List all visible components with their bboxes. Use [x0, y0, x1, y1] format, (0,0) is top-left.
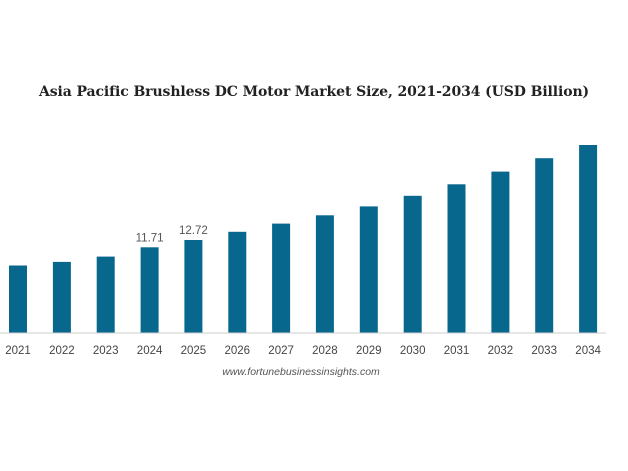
x-tick-2028: 2028: [312, 345, 338, 357]
x-tick-2022: 2022: [49, 345, 75, 357]
bar-2034: [579, 145, 598, 333]
source-text: www.fortunebusinessinsights.com: [222, 366, 380, 378]
bar-2032: [491, 171, 510, 333]
data-label-2024: 11.71: [136, 232, 164, 244]
bar-2028: [315, 215, 334, 333]
x-tick-2031: 2031: [444, 345, 470, 357]
bar-2025: [184, 240, 203, 333]
x-tick-2027: 2027: [268, 345, 294, 357]
bars-group: [9, 145, 598, 333]
x-tick-2026: 2026: [225, 345, 251, 357]
bar-2023: [96, 256, 115, 333]
x-tick-2030: 2030: [400, 345, 426, 357]
bar-2026: [228, 231, 247, 333]
x-tick-2021: 2021: [5, 345, 31, 357]
bar-2022: [52, 261, 71, 333]
data-label-2025: 12.72: [179, 225, 208, 237]
bar-2031: [447, 184, 466, 333]
x-tick-2034: 2034: [575, 345, 601, 357]
data-labels: 11.71 12.72: [136, 225, 208, 244]
x-tick-2032: 2032: [488, 345, 514, 357]
x-tick-2023: 2023: [93, 345, 119, 357]
bar-2029: [359, 206, 378, 333]
bar-2030: [403, 195, 422, 333]
x-tick-labels: 2021 2022 2023 2024 2025 2026 2027 2028 2029 2030…: [5, 345, 601, 357]
bar-2024: [140, 247, 159, 333]
bar-2021: [9, 265, 27, 333]
bar-2027: [272, 223, 291, 333]
x-tick-2033: 2033: [531, 345, 557, 357]
chart-title: Asia Pacific Brushless DC Motor Market S…: [38, 84, 590, 100]
x-tick-2024: 2024: [137, 345, 163, 357]
bar-2033: [535, 158, 554, 333]
x-tick-2029: 2029: [356, 345, 382, 357]
x-tick-2025: 2025: [181, 345, 207, 357]
